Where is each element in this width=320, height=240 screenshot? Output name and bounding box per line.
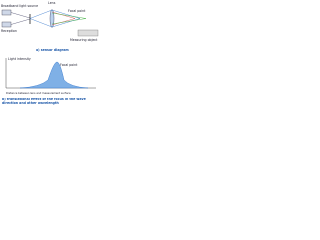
label: Focal point (68, 9, 86, 13)
beam (51, 11, 76, 26)
fiber (10, 12, 31, 19)
page: Broadband light source Reception Lens Fo… (1, 1, 99, 105)
caption: b) translational effect of the focus in … (2, 98, 86, 105)
caption: a) sensor diagram (36, 48, 69, 52)
object (77, 29, 99, 37)
peak (19, 61, 89, 89)
receiver (1, 21, 12, 28)
beam (51, 12, 87, 25)
label: Measuring object (70, 38, 98, 42)
light-source (1, 9, 12, 16)
y-label: Light intensity (8, 57, 31, 61)
fiber (10, 18, 31, 25)
label: Lens (48, 1, 56, 5)
caption-box: b) translational effect of the focus in … (2, 98, 86, 105)
beam (29, 9, 81, 28)
x-label: Distance between lens and measurement su… (6, 91, 71, 95)
label: Focal point (60, 63, 78, 67)
lens (49, 9, 55, 28)
label: Reception (1, 29, 17, 33)
label: Broadband light source (1, 4, 38, 8)
